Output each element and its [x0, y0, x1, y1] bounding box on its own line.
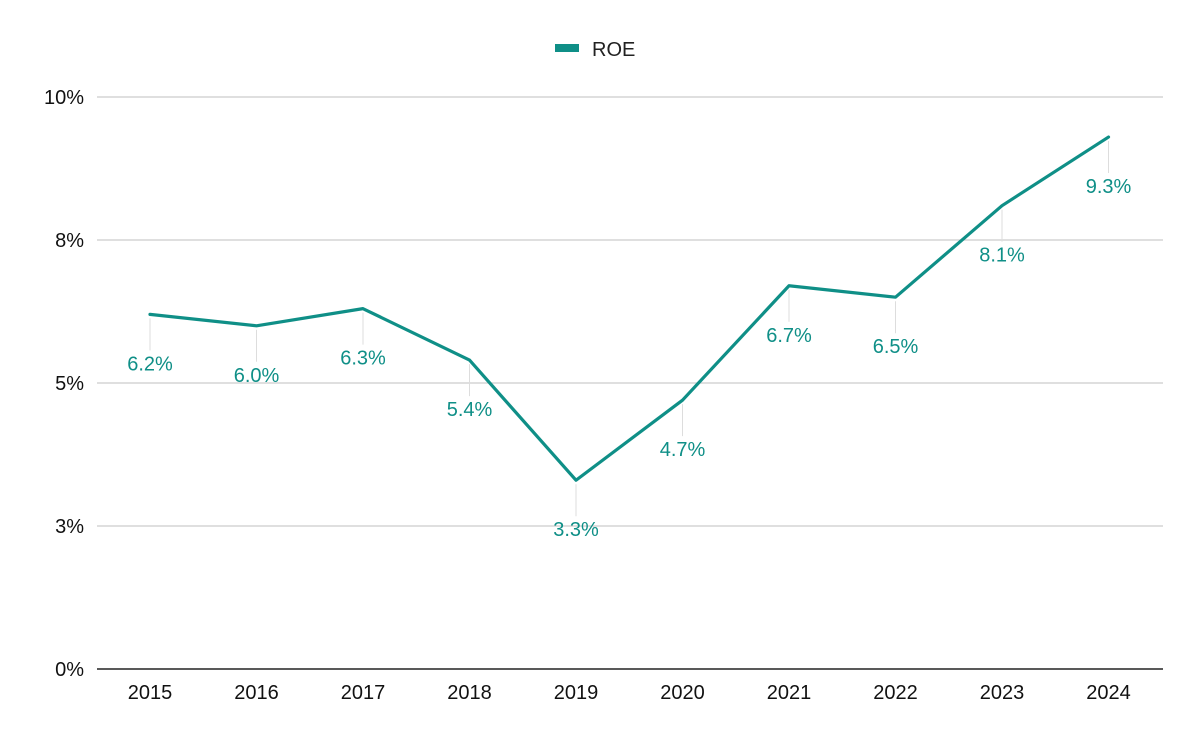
data-point-2018: [467, 358, 472, 363]
y-tick-label-0: 0%: [55, 659, 84, 681]
series-layer: [148, 135, 1111, 483]
y-tick-label-1: 3%: [55, 516, 84, 538]
data-point-2019: [574, 478, 579, 483]
y-tick-label-3: 8%: [55, 230, 84, 252]
label-leaders: [149, 141, 1109, 517]
data-point-2017: [361, 306, 366, 311]
data-point-2021: [787, 283, 792, 288]
y-tick-label-4: 10%: [44, 87, 84, 109]
data-label-2018: 5.4%: [447, 399, 493, 421]
x-tick-label-2018: 2018: [447, 682, 492, 704]
x-tick-label-2016: 2016: [234, 682, 279, 704]
x-tick-label-2019: 2019: [554, 682, 599, 704]
data-label-2023: 8.1%: [979, 245, 1025, 267]
data-label-2021: 6.7%: [766, 325, 812, 347]
x-tick-label-2017: 2017: [341, 682, 386, 704]
series-line-roe: [148, 135, 1111, 482]
data-point-2024: [1106, 135, 1111, 140]
x-tick-label-2015: 2015: [128, 682, 173, 704]
data-point-2022: [893, 295, 898, 300]
data-label-2020: 4.7%: [660, 439, 706, 461]
x-tick-label-2021: 2021: [767, 682, 812, 704]
legend[interactable]: ROE: [555, 39, 635, 61]
data-label-2019: 3.3%: [553, 519, 599, 541]
x-tick-label-2023: 2023: [980, 682, 1025, 704]
data-point-2020: [680, 398, 685, 403]
data-labels: 6.2% 6.0% 6.3% 5.4% 3.3% 4.7% 6.7% 6.5% 8.1% 9.3%: [127, 176, 1131, 541]
data-point-2016: [254, 323, 259, 328]
x-tick-label-2020: 2020: [660, 682, 705, 704]
data-point-2023: [1000, 203, 1005, 208]
gridlines: [97, 96, 1163, 527]
data-label-2017: 6.3%: [340, 348, 386, 370]
data-label-2016: 6.0%: [234, 365, 280, 387]
data-label-2022: 6.5%: [873, 336, 919, 358]
y-tick-label-2: 5%: [55, 373, 84, 395]
legend-label-roe: ROE: [592, 39, 635, 61]
data-label-2015: 6.2%: [127, 353, 173, 375]
x-tick-label-2022: 2022: [873, 682, 918, 704]
data-point-2015: [148, 312, 153, 317]
data-label-2024: 9.3%: [1086, 176, 1132, 198]
axes: 0% 3% 5% 8% 10% 2015 2016 2017 2018 2019 2020 2021 2…: [44, 87, 1163, 704]
x-tick-label-2024: 2024: [1086, 682, 1131, 704]
legend-swatch-roe: [555, 44, 579, 52]
